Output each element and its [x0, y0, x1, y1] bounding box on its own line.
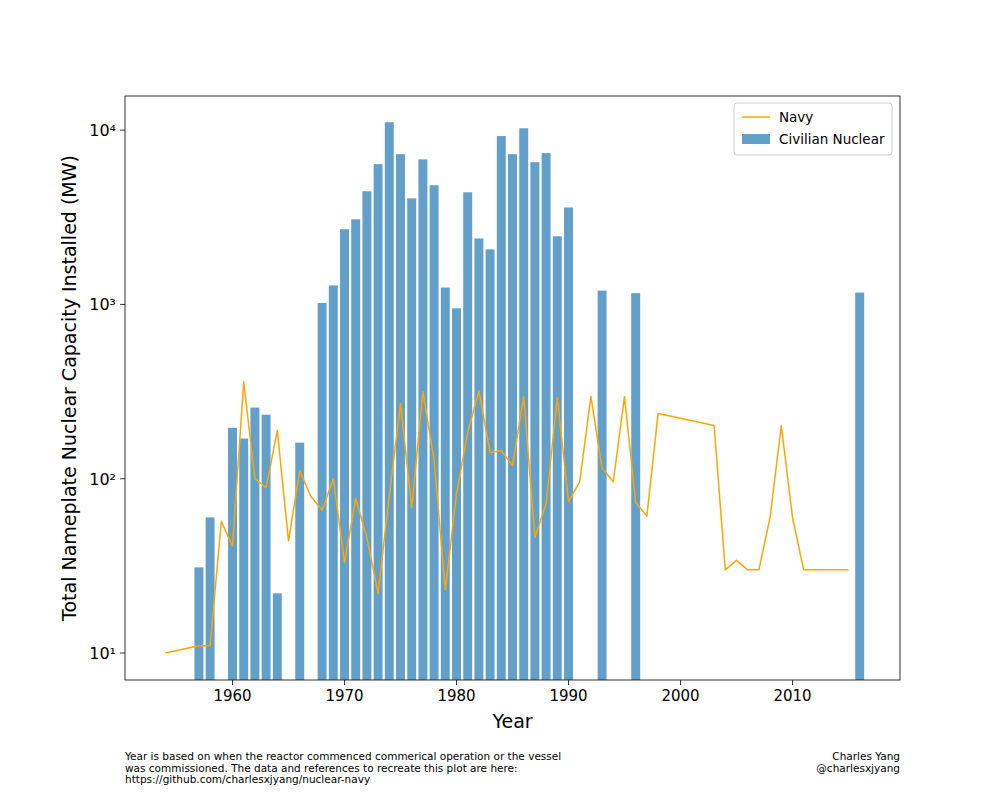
- bar: [855, 293, 864, 680]
- plot-area: [165, 122, 864, 680]
- x-tick-label: 2010: [773, 687, 811, 705]
- y-tick: [120, 130, 125, 131]
- bar: [564, 207, 573, 680]
- y-tick: [120, 478, 125, 479]
- footnote: was commissioned. The data and reference…: [125, 762, 518, 774]
- y-axis-label: Total Nameplate Nuclear Capacity Install…: [58, 155, 80, 622]
- bar: [239, 439, 248, 680]
- chart: 1960 1970 1980 1990 2000 2010 10¹ 10² 10³ 10⁴ Year…: [0, 0, 1000, 800]
- line: [165, 382, 848, 653]
- bar: [362, 191, 371, 680]
- legend-swatch: [742, 134, 770, 144]
- x-tick: [680, 680, 681, 685]
- y-tick-label: 10²: [89, 470, 116, 489]
- bar: [206, 517, 215, 680]
- y-tick: [120, 304, 125, 305]
- legend: Navy Civilian Nuclear: [734, 103, 892, 155]
- x-axis-label: Year: [491, 710, 532, 732]
- bar: [407, 198, 416, 680]
- bar: [351, 219, 360, 680]
- x-tick-label: 2000: [661, 687, 699, 705]
- bar: [228, 428, 237, 680]
- x-tick: [456, 680, 457, 685]
- legend-label: Navy: [779, 109, 813, 125]
- legend-label: Civilian Nuclear: [779, 131, 885, 147]
- footnote: Year is based on when the reactor commen…: [124, 750, 561, 762]
- bar: [273, 593, 282, 680]
- bar: [374, 164, 383, 680]
- bar: [194, 567, 203, 680]
- legend-box: [734, 103, 892, 155]
- bar: [340, 229, 349, 680]
- bar: [262, 415, 271, 680]
- plot-frame: [125, 96, 900, 680]
- bar: [542, 153, 551, 680]
- bar: [553, 236, 562, 680]
- bar: [385, 122, 394, 680]
- x-tick-label: 1980: [437, 687, 475, 705]
- bar: [396, 154, 405, 680]
- bar: [430, 185, 439, 680]
- y-tick: [120, 653, 125, 654]
- credit: @charlesxjyang: [816, 762, 900, 774]
- bar: [508, 154, 517, 680]
- credit: Charles Yang: [832, 750, 900, 762]
- legend-swatch: [742, 116, 770, 118]
- x-tick: [792, 680, 793, 685]
- y-tick-label: 10⁴: [89, 121, 116, 140]
- y-tick-label: 10¹: [89, 644, 116, 663]
- x-tick-label: 1960: [213, 687, 251, 705]
- bar: [441, 288, 450, 680]
- x-tick: [232, 680, 233, 685]
- bar: [530, 162, 539, 680]
- background: [0, 0, 1000, 800]
- bar: [598, 291, 607, 680]
- bar: [474, 238, 483, 680]
- y-tick-label: 10³: [89, 295, 116, 314]
- bar: [486, 249, 495, 680]
- bar: [497, 136, 506, 680]
- bar: [631, 293, 640, 680]
- footnote: https://github.com/charlesxjyang/nuclear…: [125, 773, 370, 785]
- x-tick-label: 1970: [325, 687, 363, 705]
- bar: [318, 303, 327, 680]
- x-tick: [568, 680, 569, 685]
- x-tick: [344, 680, 345, 685]
- x-tick-label: 1990: [549, 687, 587, 705]
